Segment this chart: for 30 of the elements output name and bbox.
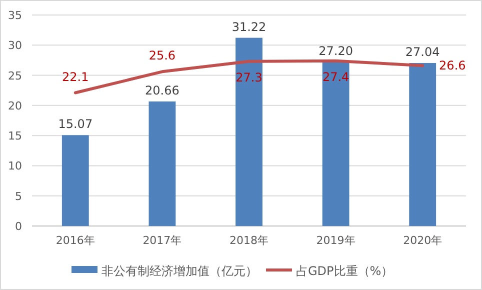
data-label: 26.6: [439, 58, 466, 73]
y-tick-label: 35: [8, 9, 22, 22]
data-label: 27.3: [236, 70, 262, 84]
data-label: 31.22: [232, 20, 266, 34]
y-tick-label: 15: [8, 130, 22, 143]
legend-label: 占GDP比重（%）: [296, 264, 394, 278]
bar: [322, 62, 350, 226]
y-tick-label: 10: [8, 160, 22, 173]
x-tick-label: 2017年: [142, 234, 182, 247]
data-label: 27.04: [405, 44, 440, 59]
bar: [409, 62, 436, 226]
x-tick-label: 2020年: [403, 234, 442, 247]
data-label: 27.4: [322, 70, 350, 84]
y-tick-label: 25: [8, 69, 22, 82]
legend-label: 非公有制经济增加值（亿元）: [102, 264, 258, 278]
bar: [62, 135, 89, 226]
bar: [236, 38, 262, 226]
x-tick-label: 2018年: [230, 234, 268, 247]
y-tick-label: 20: [8, 99, 22, 112]
y-tick-label: 5: [15, 190, 22, 203]
x-tick-label: 2019年: [316, 234, 356, 247]
data-label: 20.66: [145, 83, 180, 98]
y-tick-label: 0: [15, 220, 22, 233]
data-label: 27.20: [318, 44, 353, 58]
bar: [148, 101, 176, 226]
data-label: 25.6: [148, 48, 176, 63]
data-label: 22.1: [62, 70, 89, 84]
x-tick-label: 2016年: [56, 234, 95, 247]
y-tick-label: 30: [8, 39, 22, 52]
data-label: 15.07: [58, 117, 93, 132]
